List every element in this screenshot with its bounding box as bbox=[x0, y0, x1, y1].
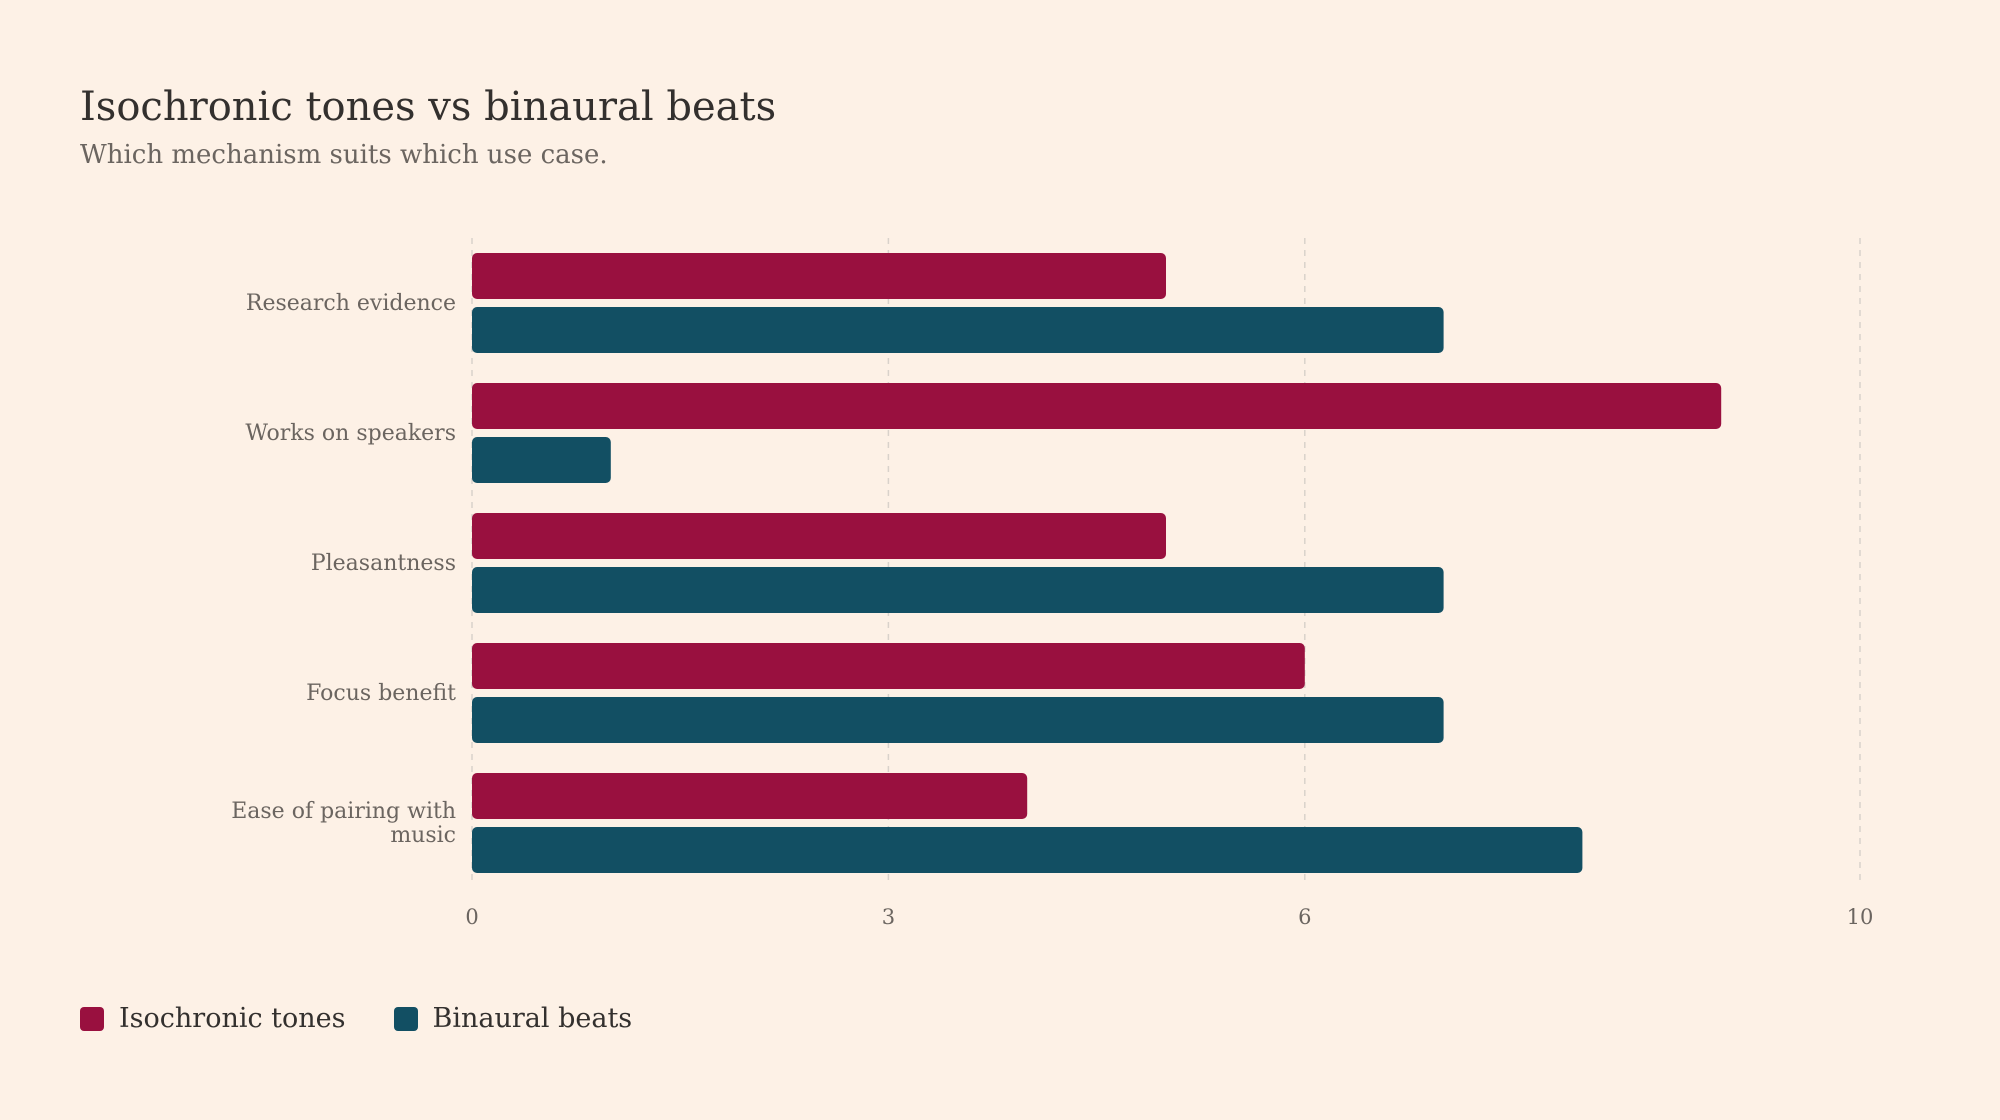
legend-item-isochronic[interactable]: Isochronic tones bbox=[80, 1003, 346, 1034]
category-label: Ease of pairing with bbox=[231, 799, 456, 824]
bar-binaural[interactable] bbox=[472, 437, 611, 483]
legend-label-isochronic: Isochronic tones bbox=[119, 1003, 346, 1034]
legend-swatch-isochronic bbox=[80, 1006, 104, 1031]
category-label: Research evidence bbox=[246, 291, 456, 316]
bar-isochronic[interactable] bbox=[472, 513, 1166, 559]
bar-binaural[interactable] bbox=[472, 567, 1444, 613]
chart-subtitle: Which mechanism suits which use case. bbox=[80, 140, 608, 170]
bar-binaural[interactable] bbox=[472, 307, 1444, 353]
category-label: music bbox=[390, 823, 456, 848]
bar-binaural[interactable] bbox=[472, 827, 1583, 873]
bar-isochronic[interactable] bbox=[472, 773, 1028, 819]
bar-isochronic[interactable] bbox=[472, 253, 1166, 299]
bar-isochronic[interactable] bbox=[472, 383, 1722, 429]
legend-item-binaural[interactable]: Binaural beats bbox=[393, 1003, 633, 1034]
chart-title: Isochronic tones vs binaural beats bbox=[80, 84, 777, 130]
category-label: Works on speakers bbox=[245, 421, 456, 446]
x-tick-label: 0 bbox=[465, 905, 478, 929]
x-tick-label: 6 bbox=[1298, 905, 1311, 929]
legend-swatch-binaural bbox=[393, 1006, 418, 1031]
legend-label-binaural: Binaural beats bbox=[432, 1003, 633, 1034]
x-tick-label: 10 bbox=[1847, 905, 1874, 929]
category-label: Pleasantness bbox=[311, 551, 456, 576]
bar-isochronic[interactable] bbox=[472, 643, 1305, 689]
bar-binaural[interactable] bbox=[472, 697, 1444, 743]
legend: Isochronic tones Binaural beats bbox=[80, 1003, 632, 1034]
category-label: Focus benefit bbox=[306, 681, 456, 706]
x-tick-label: 3 bbox=[882, 905, 895, 929]
